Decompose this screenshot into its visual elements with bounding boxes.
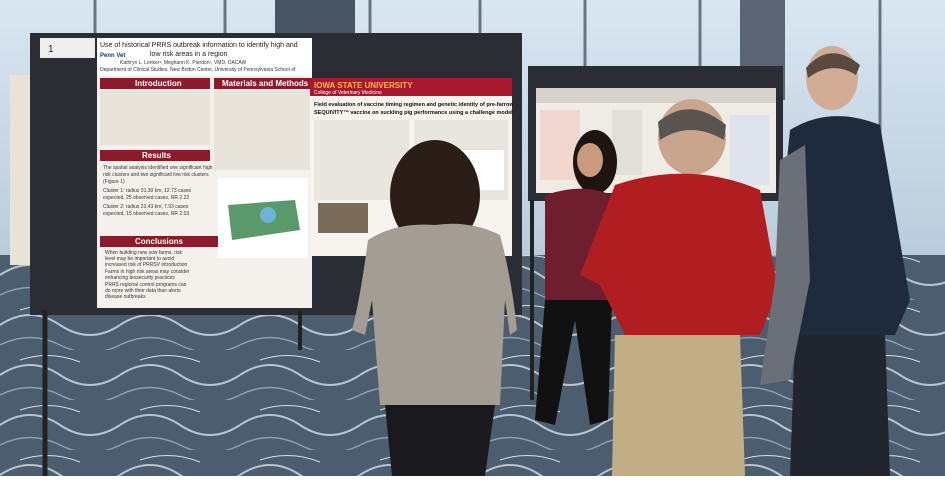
affiliation: Department of Clinical Studies, New Bolt… xyxy=(100,67,296,73)
person-background xyxy=(760,145,810,385)
number-card xyxy=(40,38,95,58)
text-line: do more with their data than alerts xyxy=(105,288,181,294)
university: IOWA STATE UNIVERSITY xyxy=(314,81,413,90)
person-back-woman xyxy=(352,140,517,476)
authors: Kathryn L. Lenker¹; Meghann K. Pierdon¹,… xyxy=(120,60,247,66)
poster-header xyxy=(97,38,312,76)
figure xyxy=(730,115,770,185)
photo-figure xyxy=(318,203,368,233)
conclusions-text: When building new sow farms, risk level … xyxy=(105,250,190,300)
text-line: risk clusters and two significant low ri… xyxy=(103,172,209,178)
logo: Penn Vet xyxy=(100,53,125,59)
text-block xyxy=(214,90,310,170)
text-line: expected, 15 observed cases, RR 2.03 xyxy=(103,211,189,217)
section-title: Results xyxy=(142,151,171,160)
results-text: The spatial analysis identified one sign… xyxy=(103,165,213,217)
section-title: Materials and Methods xyxy=(222,79,309,88)
text-line: PRRS regional control programs can xyxy=(105,282,187,288)
section-header xyxy=(100,236,218,247)
text-line: Farms in high risk areas may consider xyxy=(105,269,190,275)
section-title: Conclusions xyxy=(135,237,184,246)
text-block xyxy=(100,90,210,145)
cluster xyxy=(260,207,276,223)
poster-header xyxy=(310,78,512,96)
text-line: expected, 25 observed cases, RR 2.22 xyxy=(103,195,189,201)
text-block xyxy=(540,110,580,180)
poster-title: Use of historical PRRS outbreak informat… xyxy=(100,42,298,49)
section-header xyxy=(100,150,210,161)
text-line: (Figure 1) xyxy=(103,179,125,185)
poster-title: SEQUIVITY™ vaccine on suckling pig perfo… xyxy=(314,110,513,116)
section-header xyxy=(214,78,310,89)
person-suit xyxy=(778,46,910,476)
poster-title: Field evaluation of vaccine timing regim… xyxy=(314,102,514,108)
college: College of Veterinary Medicine xyxy=(314,90,382,96)
text-block xyxy=(612,110,642,175)
section-title: Introduction xyxy=(135,79,182,88)
section-header xyxy=(100,78,210,89)
person-red-shirt xyxy=(580,99,778,476)
text-line: level may be important to avoid xyxy=(105,256,174,262)
text-line: When building new sow farms, risk xyxy=(105,250,182,256)
poster-title: low risk areas in a region xyxy=(150,51,228,58)
text-line: Cluster 1: radius 31.30 km, 12.73 cases xyxy=(103,188,192,194)
text-line: disease outbreaks xyxy=(105,294,146,300)
poster-number: 1 xyxy=(48,44,54,55)
text-line: enhancing biosecurity practices xyxy=(105,275,175,281)
text-line: Cluster 2: radius 23.43 km, 7.93 cases xyxy=(103,204,189,210)
text-line: The spatial analysis identified one sign… xyxy=(103,165,213,171)
text-line: increased risk of PRRSV introduction xyxy=(105,262,187,268)
poster-header xyxy=(536,88,776,103)
